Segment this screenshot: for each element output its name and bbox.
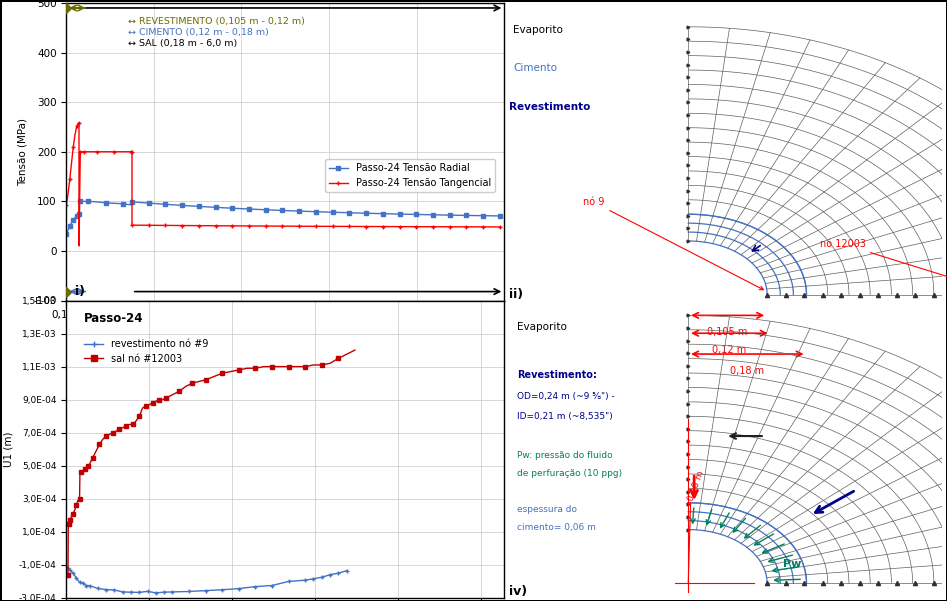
Text: ↔ SAL (0,18 m - 6,0 m): ↔ SAL (0,18 m - 6,0 m) [128, 39, 237, 48]
Text: de perfuração (10 ppg): de perfuração (10 ppg) [517, 469, 622, 478]
revestimento nó #9 [64, 567, 76, 574]
revestimento nó #9 [233, 585, 244, 592]
revestimento nó #9 [109, 587, 120, 594]
sal nó #12003 [87, 454, 98, 461]
Text: nó 9: nó 9 [583, 197, 763, 290]
Passo-24 Tensão Tangencial [73, 120, 84, 127]
Line: Passo-24 Tensão Radial: Passo-24 Tensão Radial [64, 200, 502, 236]
Passo-24 Tensão Radial [344, 209, 355, 216]
revestimento nó #9 [308, 575, 319, 582]
Legend: Passo-24 Tensão Radial, Passo-24 Tensão Tangencial: Passo-24 Tensão Radial, Passo-24 Tensão … [325, 159, 495, 192]
Legend: revestimento nó #9, sal nó #12003: revestimento nó #9, sal nó #12003 [80, 335, 212, 368]
sal nó #12003 [61, 571, 72, 578]
revestimento nó #9 [217, 586, 228, 593]
Text: ↔ REVESTIMENTO (0,105 m - 0,12 m): ↔ REVESTIMENTO (0,105 m - 0,12 m) [128, 17, 305, 26]
Passo-24 Tensão Tangencial [494, 224, 506, 231]
revestimento nó #9 [92, 585, 103, 592]
revestimento nó #9 [158, 588, 170, 596]
revestimento nó #9 [100, 586, 112, 593]
Text: cimento= 0,06 m: cimento= 0,06 m [517, 523, 597, 531]
Text: Evaporito: Evaporito [513, 25, 563, 35]
revestimento nó #9 [67, 569, 79, 576]
Passo-24 Tensão Tangencial [73, 242, 84, 249]
Line: sal nó #12003: sal nó #12003 [64, 349, 357, 576]
revestimento nó #9 [316, 573, 328, 581]
revestimento nó #9 [74, 579, 85, 586]
Text: Evaporito: Evaporito [517, 322, 567, 332]
revestimento nó #9 [167, 588, 178, 596]
Text: ii): ii) [509, 287, 523, 300]
Text: Cimento: Cimento [513, 64, 557, 73]
Y-axis label: U1 (m): U1 (m) [3, 432, 13, 467]
Passo-24 Tensão Radial [243, 206, 255, 213]
Text: ID=0,21 m (~8,535"): ID=0,21 m (~8,535") [517, 412, 613, 421]
Text: OD=0,24 m (~9 ⅝") -: OD=0,24 m (~9 ⅝") - [517, 392, 616, 401]
Text: Pw: Pw [783, 559, 801, 569]
revestimento nó #9 [184, 588, 195, 595]
revestimento nó #9 [84, 582, 96, 589]
Text: 0,105 m: 0,105 m [707, 328, 748, 337]
Passo-24 Tensão Tangencial [61, 201, 72, 209]
Passo-24 Tensão Tangencial [75, 148, 86, 155]
Passo-24 Tensão Radial [143, 200, 154, 207]
sal nó #12003 [349, 346, 361, 353]
Text: 0,18 m: 0,18 m [687, 470, 706, 502]
Passo-24 Tensão Tangencial [69, 131, 80, 138]
Text: i): i) [75, 284, 85, 297]
Text: 0,12 m: 0,12 m [712, 345, 746, 355]
revestimento nó #9 [283, 578, 295, 585]
Text: iv): iv) [509, 585, 527, 598]
Passo-24 Tensão Tangencial [210, 222, 222, 230]
Passo-24 Tensão Tangencial [461, 223, 473, 230]
Text: Revestimento: Revestimento [509, 102, 590, 112]
Text: nó 12003: nó 12003 [820, 239, 947, 288]
Passo-24 Tensão Radial [486, 212, 497, 219]
Line: revestimento nó #9: revestimento nó #9 [63, 565, 349, 595]
revestimento nó #9 [80, 582, 92, 589]
sal nó #12003 [79, 465, 90, 472]
Text: ↔ CIMENTO (0,12 m - 0,18 m): ↔ CIMENTO (0,12 m - 0,18 m) [128, 28, 269, 37]
revestimento nó #9 [325, 571, 336, 578]
Text: espessura do: espessura do [517, 505, 578, 514]
revestimento nó #9 [61, 564, 72, 571]
sal nó #12003 [224, 368, 236, 375]
revestimento nó #9 [151, 589, 162, 596]
Passo-24 Tensão Radial [126, 198, 137, 206]
revestimento nó #9 [341, 567, 352, 575]
Line: Passo-24 Tensão Tangencial: Passo-24 Tensão Tangencial [63, 121, 502, 248]
Passo-24 Tensão Radial [494, 212, 506, 219]
revestimento nó #9 [142, 588, 153, 595]
sal nó #12003 [114, 426, 125, 433]
revestimento nó #9 [299, 576, 311, 584]
Passo-24 Tensão Tangencial [377, 223, 388, 230]
Passo-24 Tensão Tangencial [185, 222, 196, 229]
revestimento nó #9 [250, 583, 261, 590]
sal nó #12003 [71, 502, 82, 509]
sal nó #12003 [299, 363, 311, 370]
revestimento nó #9 [125, 588, 136, 596]
Y-axis label: Tensão (MPa): Tensão (MPa) [18, 118, 27, 186]
Text: 0,18 m: 0,18 m [730, 366, 764, 376]
revestimento nó #9 [71, 575, 82, 582]
Passo-24 Tensão Radial [61, 230, 72, 237]
revestimento nó #9 [117, 588, 129, 596]
Text: Passo-24: Passo-24 [84, 313, 143, 325]
Passo-24 Tensão Radial [74, 198, 85, 205]
X-axis label: distância do centro do poço até o meio contínuo (m): distância do centro do poço até o meio c… [149, 326, 422, 337]
revestimento nó #9 [332, 570, 344, 577]
revestimento nó #9 [266, 582, 277, 589]
revestimento nó #9 [134, 589, 145, 596]
revestimento nó #9 [78, 579, 89, 587]
revestimento nó #9 [63, 564, 74, 572]
revestimento nó #9 [200, 587, 211, 594]
Text: Revestimento:: Revestimento: [517, 370, 598, 380]
Passo-24 Tensão Radial [226, 204, 238, 212]
Text: Pw: pressão do fluido: Pw: pressão do fluido [517, 451, 613, 460]
